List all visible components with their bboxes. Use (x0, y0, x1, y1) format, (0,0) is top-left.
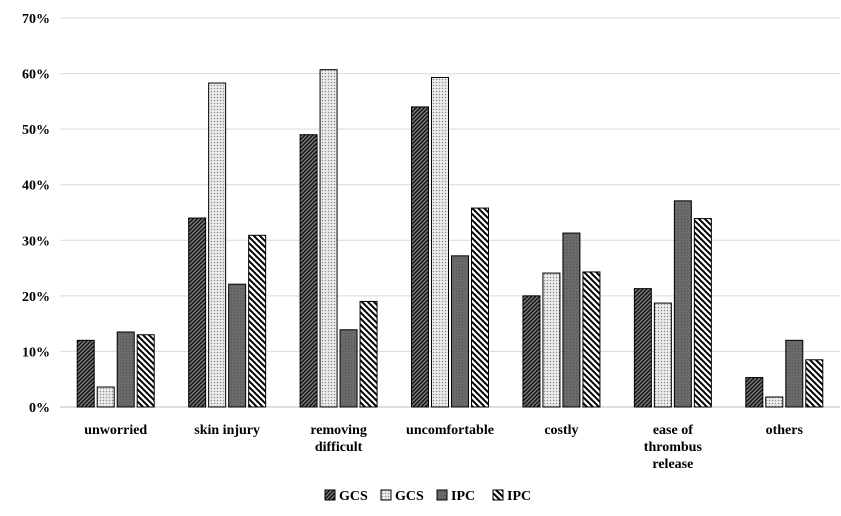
bar-2-2 (208, 82, 227, 408)
legend-swatch (380, 489, 392, 501)
y-tick-label: 10% (22, 345, 50, 360)
legend: GCS GCS IPC IPC (324, 489, 531, 504)
y-tick-label: 50% (22, 123, 50, 138)
x-category-label: skin injury (194, 423, 260, 438)
legend-label: IPC (507, 489, 531, 504)
y-tick-label: 30% (22, 234, 50, 249)
x-category-label: removing difficult (310, 423, 367, 455)
bar-3-5 (562, 232, 581, 408)
x-category-label: unworried (84, 423, 147, 438)
bar-1-2 (188, 217, 207, 408)
bar-1-3 (299, 134, 318, 408)
gridlines (60, 17, 840, 408)
bar-2-3 (319, 69, 338, 408)
legend-swatch (436, 489, 448, 501)
bar-1-1 (76, 339, 95, 408)
y-axis-ticks: 0% 10% 20% 30% 40% 50% 60% 70% (22, 12, 50, 416)
bar-4-2 (248, 234, 267, 408)
legend-label: GCS (339, 489, 368, 504)
x-category-label: uncomfortable (406, 423, 494, 438)
x-category-label: others (766, 423, 804, 438)
bar-2-4 (431, 76, 449, 408)
bar-4-6 (693, 218, 712, 408)
bar-1-6 (633, 288, 652, 408)
bar-3-2 (228, 283, 247, 408)
bar-1-7 (745, 377, 764, 408)
y-tick-label: 40% (22, 179, 50, 194)
y-tick-label: 20% (22, 290, 50, 305)
bar-2-1 (96, 386, 115, 408)
x-axis-categories: unworried skin injury removing difficult unc… (84, 423, 803, 472)
bar-3-7 (785, 339, 804, 408)
x-category-label: costly (544, 423, 578, 438)
bar-4-4 (471, 207, 489, 408)
bar-1-4 (411, 106, 429, 408)
bar-2-6 (653, 302, 672, 408)
bar-3-4 (451, 255, 469, 408)
bar-4-1 (136, 334, 155, 408)
bar-3-3 (339, 329, 358, 408)
bar-3-1 (116, 331, 135, 408)
legend-swatch (492, 489, 504, 501)
x-category-label: ease of thrombus release (644, 423, 703, 472)
bar-2-5 (542, 272, 561, 408)
bar-4-3 (359, 300, 378, 408)
bar-1-5 (522, 295, 541, 408)
legend-label: GCS (395, 489, 424, 504)
legend-label: IPC (451, 489, 475, 504)
bar-3-6 (673, 200, 692, 408)
bar-4-5 (582, 271, 601, 408)
bars (76, 69, 824, 408)
bar-2-7 (765, 396, 784, 408)
y-tick-label: 70% (22, 12, 50, 27)
y-tick-label: 60% (22, 68, 50, 83)
legend-swatch (324, 489, 336, 501)
y-tick-label: 0% (29, 401, 50, 416)
bar-4-7 (805, 359, 824, 408)
